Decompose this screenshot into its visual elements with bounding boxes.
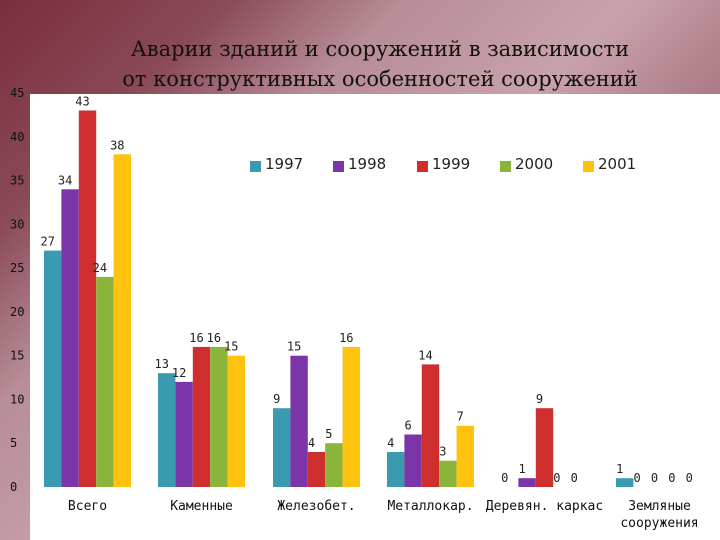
data-label-1997-1: 13 [154,357,168,371]
bar-1999-0 [78,110,97,487]
bar-1999-3 [421,364,440,487]
data-label-2001-5: 0 [686,471,693,485]
data-label-1998-3: 6 [404,419,411,433]
data-label-1997-5: 1 [616,462,623,476]
data-label-1997-0: 27 [40,235,54,249]
bar-1998-4 [518,478,536,487]
bar-1998-1 [175,381,193,487]
data-label-1999-1: 16 [189,331,203,345]
y-tick-label: 25 [10,261,24,275]
bar-1998-0 [61,189,79,488]
data-label-1999-4: 9 [536,392,543,406]
data-label-1998-2: 15 [287,340,301,354]
y-tick-label: 35 [10,174,24,188]
y-axis-ticks: 0 5 10 15 20 25 30 35 40 45 [10,86,24,494]
data-label-2000-3: 3 [439,445,446,459]
data-label-1998-4: 1 [518,462,525,476]
chart-title-line-1: Аварии зданий и сооружений в зависимости [130,37,630,61]
data-label-1998-5: 0 [633,471,640,485]
data-label-2001-3: 7 [457,410,464,424]
legend-label-1997: 1997 [265,155,303,173]
legend-swatch-1997 [250,161,261,172]
bar-1997-3 [387,452,405,487]
bar-1999-1 [192,346,211,487]
bar-1997-5 [616,478,634,487]
legend-swatch-2001 [583,161,594,172]
chart-title: Аварии зданий и сооружений в зависимости… [80,34,680,94]
legend-swatch-2000 [500,161,511,172]
data-label-1998-0: 34 [58,173,72,187]
bar-1997-2 [273,408,291,487]
bar-2000-0 [96,276,114,487]
data-label-2000-4: 0 [553,471,560,485]
bar-1998-2 [290,355,308,487]
category-label-1: Каменные [170,499,233,514]
bar-2001-0 [113,154,131,488]
category-labels-layer: Всего Каменные Железобет. Металлокар. Деревя… [68,499,699,531]
data-label-1999-5: 0 [651,471,658,485]
bar-2000-1 [210,346,228,487]
y-tick-label: 40 [10,130,24,144]
bars-layer [44,110,634,488]
bar-1998-3 [404,434,422,487]
category-label-4: Деревян. каркас [486,499,603,514]
bar-2000-3 [439,460,457,487]
y-tick-label: 20 [10,305,24,319]
category-label-5: Земляные [628,499,691,514]
legend-label-2000: 2000 [515,155,553,173]
data-label-2000-0: 24 [93,261,107,275]
y-tick-label: 10 [10,392,24,406]
y-tick-label: 15 [10,349,24,363]
category-label-2: Железобет. [277,499,355,514]
y-tick-label: 5 [10,436,17,450]
bar-1999-4 [535,408,554,487]
bar-2001-1 [227,355,245,487]
data-label-1999-0: 43 [75,95,89,109]
bar-2001-3 [456,425,474,487]
data-label-2000-2: 5 [325,427,332,441]
bar-2001-2 [342,346,360,487]
category-label-5: сооружения [620,516,698,531]
chart-title-line-2: от конструктивных особенностей сооружени… [122,67,638,91]
data-label-1997-4: 0 [501,471,508,485]
y-tick-label: 0 [10,480,17,494]
data-label-1999-2: 4 [308,436,315,450]
y-tick-label: 45 [10,86,24,100]
bar-1997-1 [158,373,176,487]
bar-1997-0 [44,250,62,487]
bar-1999-2 [307,452,326,487]
data-label-1998-1: 12 [172,366,186,380]
data-label-2001-2: 16 [339,331,353,345]
bar-2000-2 [325,443,343,487]
category-label-3: Металлокар. [387,499,473,514]
data-label-1997-2: 9 [273,392,280,406]
data-label-1999-3: 14 [418,348,432,362]
data-label-2000-5: 0 [668,471,675,485]
y-tick-label: 30 [10,217,24,231]
category-label-0: Всего [68,499,107,514]
data-label-2000-1: 16 [207,331,221,345]
legend-swatch-1999 [417,161,428,172]
data-label-2001-0: 38 [110,138,124,152]
data-label-2001-4: 0 [571,471,578,485]
legend-swatch-1998 [333,161,344,172]
data-label-1997-3: 4 [387,436,394,450]
plot-area [30,94,720,540]
legend: 1997 1998 1999 2000 2001 [250,155,636,173]
legend-label-1999: 1999 [432,155,470,173]
legend-label-2001: 2001 [598,155,636,173]
data-label-2001-1: 15 [224,340,238,354]
legend-label-1998: 1998 [348,155,386,173]
